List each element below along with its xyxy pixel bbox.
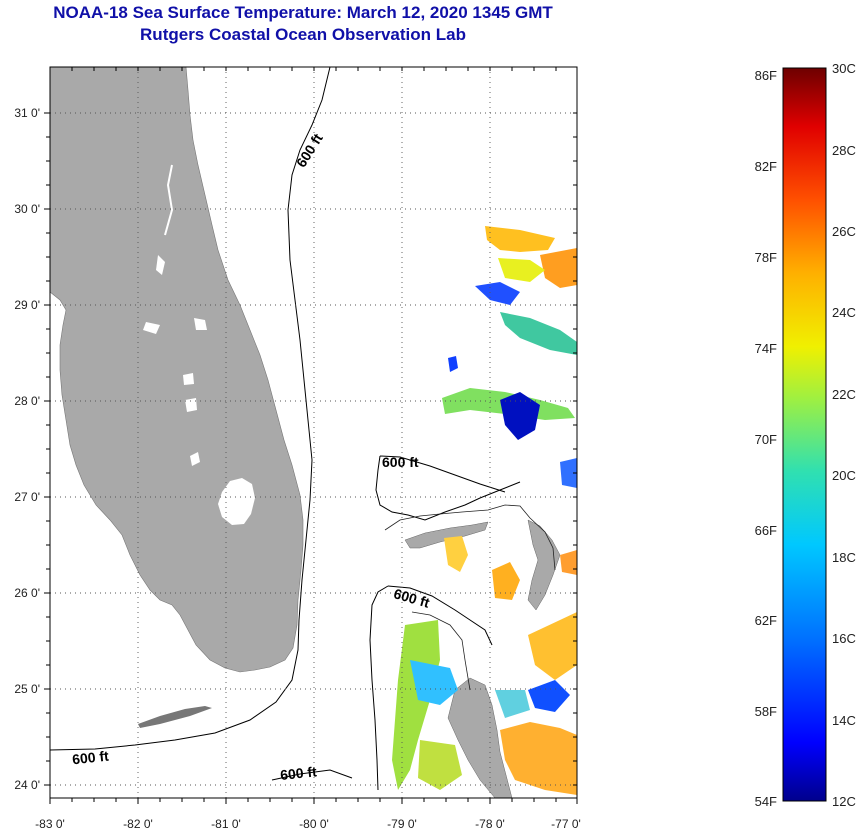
bank-outline-great-bahama xyxy=(411,611,471,691)
colorbar-gradient xyxy=(782,67,827,802)
ticks-bottom xyxy=(49,798,578,804)
isobath-florida-east xyxy=(50,67,331,751)
colorbar-f-62: 62F xyxy=(755,613,777,628)
colorbar-c-14: 14C xyxy=(832,713,856,728)
patch-n-2 xyxy=(540,248,577,288)
patch-mid-1 xyxy=(448,356,458,372)
patch-s-7 xyxy=(418,740,462,790)
land-andros xyxy=(447,677,513,798)
patch-mid-3 xyxy=(500,392,540,440)
colorbar-c-12: 12C xyxy=(832,794,856,809)
patch-mid-4 xyxy=(560,458,577,488)
colorbar-f-86: 86F xyxy=(755,68,777,83)
colorbar-f-54: 54F xyxy=(755,794,777,809)
isobath-lines xyxy=(50,67,521,791)
patch-s-2 xyxy=(410,660,458,705)
lat-label-31: 31 0' xyxy=(14,106,40,120)
colorbar-c-18: 18C xyxy=(832,550,856,565)
patch-s-1 xyxy=(392,620,440,790)
lake-inland-4 xyxy=(190,452,200,466)
lake-okeechobee xyxy=(218,478,255,525)
lon-label-77: -77 0' xyxy=(551,817,581,831)
land-grand-bahama xyxy=(404,521,489,549)
lat-label-25: 25 0' xyxy=(14,682,40,696)
colorbar-c-22: 22C xyxy=(832,387,856,402)
lat-label-30: 30 0' xyxy=(14,202,40,216)
isobath-label-2: 600 ft xyxy=(382,454,419,470)
figure-title: NOAA-18 Sea Surface Temperature: March 1… xyxy=(0,2,606,46)
colorbar-c-30: 30C xyxy=(832,61,856,76)
bank-outline-little-bahama xyxy=(384,504,556,571)
lat-label-26: 26 0' xyxy=(14,586,40,600)
isobath-label-5: 600 ft xyxy=(279,763,317,783)
sst-patches xyxy=(392,226,577,795)
lake-inland-1 xyxy=(143,322,160,334)
patch-s-6 xyxy=(495,690,530,718)
ticks-left xyxy=(44,112,50,786)
lat-label-29: 29 0' xyxy=(14,298,40,312)
lon-label-80: -80 0' xyxy=(299,817,329,831)
isobath-bahama-south-top xyxy=(387,585,493,646)
lon-label-82: -82 0' xyxy=(123,817,153,831)
isobath-label-4: 600 ft xyxy=(71,748,109,768)
lake-inland-3 xyxy=(183,373,194,385)
patch-s-5 xyxy=(528,680,570,712)
river-st-johns xyxy=(164,164,174,236)
title-line-1: NOAA-18 Sea Surface Temperature: March 1… xyxy=(53,3,553,22)
colorbar-f-58: 58F xyxy=(755,704,777,719)
patch-bahama-2 xyxy=(492,562,520,600)
patch-s-4 xyxy=(500,722,577,795)
colorbar-c-16: 16C xyxy=(832,631,856,646)
ticks-top xyxy=(49,67,557,71)
axis-ticks xyxy=(44,67,578,804)
isobath-bahama-north-top xyxy=(379,455,506,493)
lon-label-79: -79 0' xyxy=(387,817,417,831)
colorbar-c-28: 28C xyxy=(832,143,856,158)
patch-bahama-3 xyxy=(560,550,577,575)
lon-label-78: -78 0' xyxy=(475,817,505,831)
colorbar-f-70: 70F xyxy=(755,432,777,447)
lat-label-28: 28 0' xyxy=(14,394,40,408)
lake-inland-2 xyxy=(194,318,207,330)
colorbar-f-82: 82F xyxy=(755,159,777,174)
land-abaco xyxy=(527,519,561,611)
colorbar-f-78: 78F xyxy=(755,250,777,265)
patch-n-3 xyxy=(498,258,545,282)
grid xyxy=(50,67,577,798)
colorbar-f-66: 66F xyxy=(755,523,777,538)
patch-n-1 xyxy=(485,226,555,252)
lon-label-81: -81 0' xyxy=(211,817,241,831)
land-florida-keys xyxy=(138,706,212,728)
isobath-bahama-north xyxy=(375,455,521,521)
lake-inland-5 xyxy=(185,398,197,412)
lon-label-83: -83 0' xyxy=(35,817,65,831)
patch-n-4 xyxy=(475,282,520,305)
isobath-bahama-south xyxy=(369,585,389,791)
colorbar-c-20: 20C xyxy=(832,468,856,483)
lat-label-27: 27 0' xyxy=(14,490,40,504)
patch-bahama-1 xyxy=(444,536,468,572)
patch-n-5 xyxy=(500,312,577,355)
colorbar-c-24: 24C xyxy=(832,305,856,320)
colorbar-f-74: 74F xyxy=(755,341,777,356)
lake-george xyxy=(156,255,165,275)
colorbar-c-26: 26C xyxy=(832,224,856,239)
lat-label-24: 24 0' xyxy=(14,778,40,792)
title-line-2: Rutgers Coastal Ocean Observation Lab xyxy=(140,25,466,44)
ticks-right xyxy=(573,112,577,786)
patch-s-3 xyxy=(528,612,577,680)
isobath-keys-south xyxy=(271,769,353,781)
